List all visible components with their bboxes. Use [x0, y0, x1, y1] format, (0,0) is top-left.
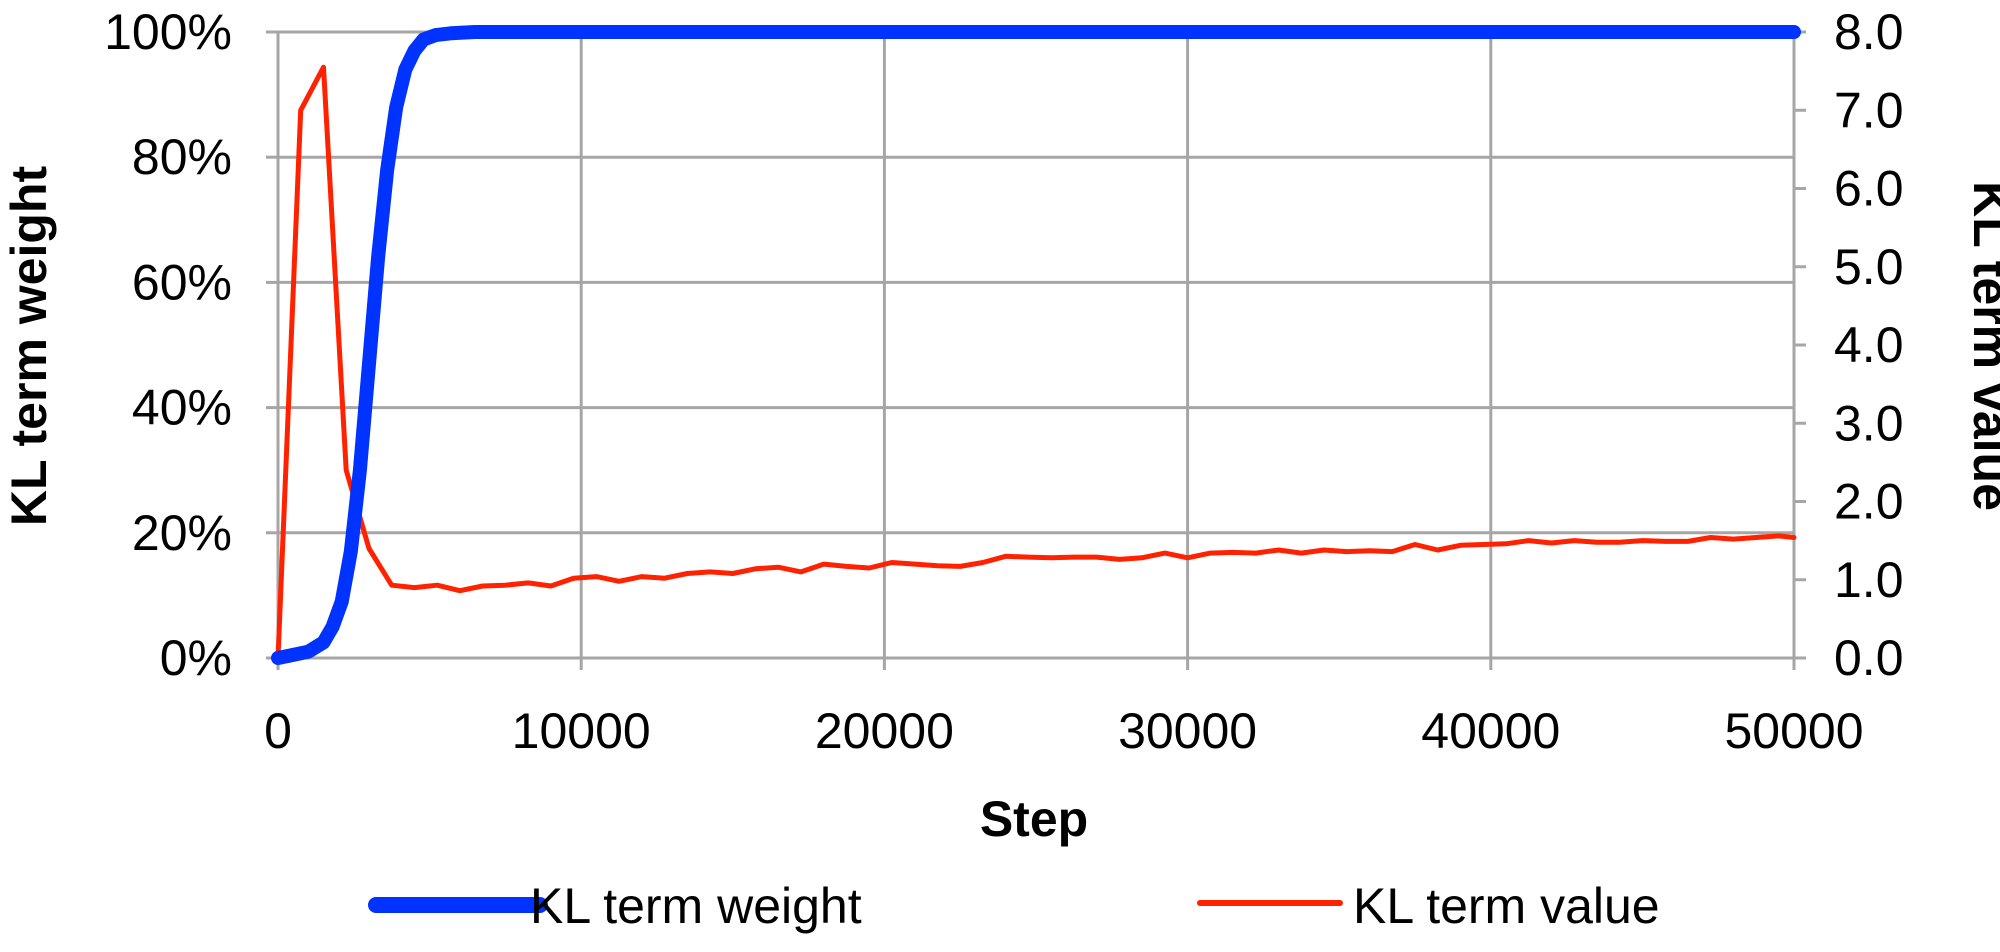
series-line-kl-term-value	[275, 64, 1797, 661]
y-left-tick-label: 100%	[104, 4, 232, 60]
y-left-tick-label: 80%	[132, 129, 232, 185]
y-right-tick-label: 8.0	[1834, 4, 1904, 60]
y-right-tick-label: 3.0	[1834, 395, 1904, 451]
x-tick-label: 0	[264, 703, 292, 759]
y-right-tick-label: 1.0	[1834, 552, 1904, 608]
y-left-tick-label: 40%	[132, 380, 232, 436]
legend-label-kl-term-value: KL term value	[1353, 878, 1660, 934]
x-tick-label: 10000	[512, 703, 651, 759]
series-lines	[271, 25, 1801, 665]
y-right-tick-label: 4.0	[1834, 317, 1904, 373]
gridlines	[278, 30, 1794, 658]
y-left-tick-label: 0%	[160, 630, 232, 686]
y-left-axis-title: KL term weight	[1, 166, 57, 527]
y-right-tick-label: 6.0	[1834, 161, 1904, 217]
x-tick-label: 40000	[1421, 703, 1560, 759]
tick-labels: 0 10000 20000 30000 40000 50000 0% 20% 40% 60% 80%…	[104, 4, 1903, 759]
x-axis-title: Step	[980, 791, 1088, 847]
y-right-axis-title: KL term value	[1963, 181, 2000, 511]
x-tick-label: 30000	[1118, 703, 1257, 759]
y-left-tick-label: 20%	[132, 505, 232, 561]
y-right-tick-label: 7.0	[1834, 82, 1904, 138]
y-right-tick-label: 5.0	[1834, 239, 1904, 295]
x-tick-label: 20000	[815, 703, 954, 759]
y-right-tick-label: 2.0	[1834, 474, 1904, 530]
legend: KL term weight KL term value	[368, 878, 1660, 934]
series-line-kl-term-weight	[271, 25, 1801, 665]
legend-label-kl-term-weight: KL term weight	[530, 878, 862, 934]
axes	[266, 30, 1806, 670]
y-left-tick-label: 60%	[132, 254, 232, 310]
y-right-tick-label: 0.0	[1834, 630, 1904, 686]
x-tick-label: 50000	[1724, 703, 1863, 759]
